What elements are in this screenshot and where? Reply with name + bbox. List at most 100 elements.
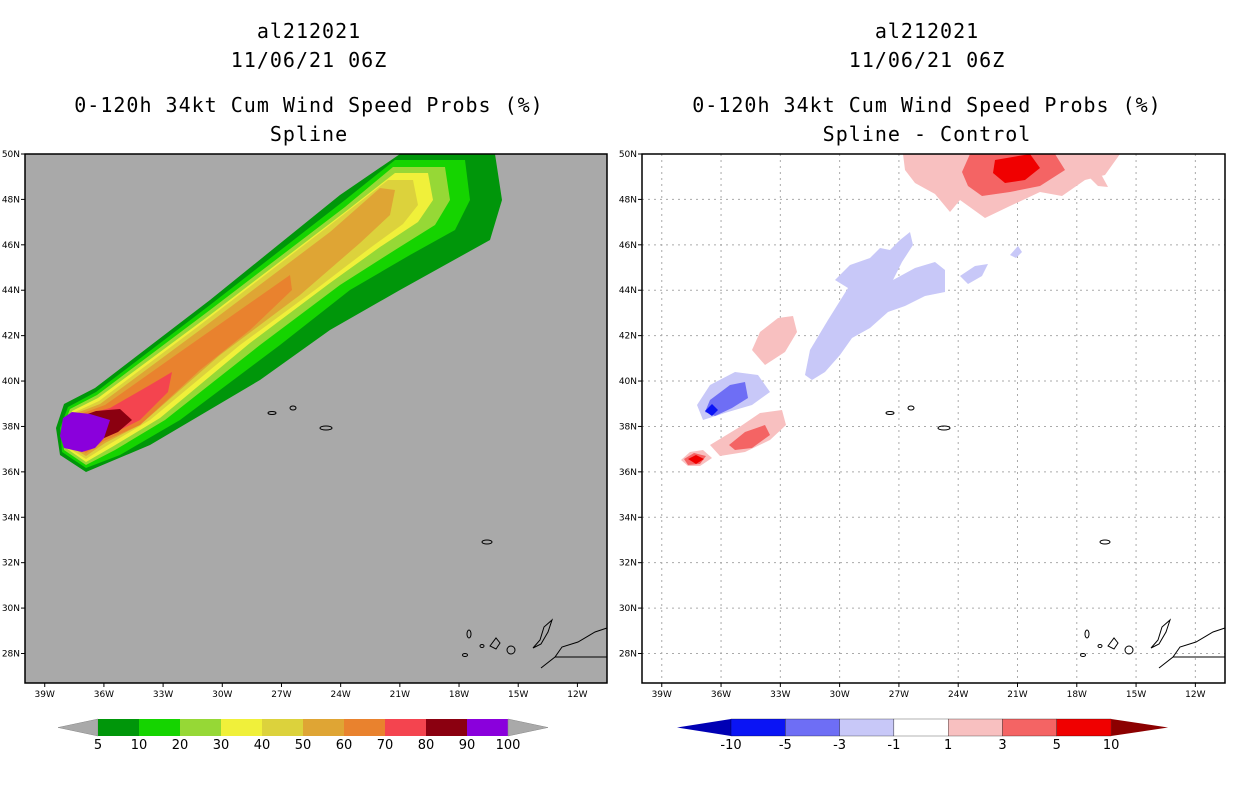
- colorbar-label: 80: [418, 738, 435, 753]
- colorbar-label: 50: [295, 738, 312, 753]
- y-tick-label: 44N: [619, 286, 637, 296]
- right-map-frame: [641, 153, 1226, 684]
- colorbar-swatch: [730, 718, 786, 737]
- y-tick-label: 46N: [619, 241, 637, 251]
- y-tick-label: 48N: [2, 195, 20, 205]
- right-panel-title: al212021 11/06/21 06Z 0-120h 34kt Cum Wi…: [618, 17, 1236, 149]
- diff-neg-blob-3: [1010, 246, 1022, 258]
- y-tick-label: 30N: [619, 604, 637, 614]
- diff-pos-blob-4: [729, 425, 770, 450]
- left-subtitle: Spline: [269, 122, 349, 146]
- right-map-panel: 39W 36W 33W 30W 27W 24W 21W 18W 15W 12W 50N 48N 46N…: [619, 150, 1226, 753]
- y-tick-label: 34N: [2, 513, 20, 523]
- colorbar-swatch: [180, 719, 221, 736]
- left-map-panel: 39W 36W 33W 30W 27W 24W 21W 18W 15W 12W 50N 48N 46N…: [2, 150, 608, 753]
- y-tick-label: 34N: [619, 513, 637, 523]
- left-title: 0-120h 34kt Cum Wind Speed Probs (%): [74, 93, 544, 117]
- left-colorbar: 5 10 20 30 40 50 60 70 80 90 100: [57, 718, 549, 753]
- y-tick-label: 50N: [2, 150, 20, 160]
- left-coastlines: [267, 405, 608, 669]
- y-tick-label: 32N: [619, 559, 637, 569]
- colorbar-swatch: [948, 718, 1003, 737]
- y-tick-label: 42N: [619, 332, 637, 342]
- x-tick-label: 24W: [948, 690, 968, 700]
- colorbar-swatch: [262, 719, 303, 736]
- right-subtitle: Spline - Control: [822, 122, 1032, 146]
- colorbar-low-arrow: [57, 718, 99, 737]
- y-tick-label: 44N: [2, 286, 20, 296]
- diff-pos-blob-6: [688, 455, 704, 464]
- y-tick-label: 32N: [2, 559, 20, 569]
- left-datetime: 11/06/21 06Z: [230, 48, 388, 72]
- colorbar-swatch: [839, 718, 895, 737]
- colorbar-label: 1: [944, 738, 952, 753]
- right-coastlines: [885, 405, 1226, 669]
- y-tick-label: 28N: [2, 649, 20, 659]
- x-tick-label: 21W: [1007, 690, 1027, 700]
- y-tick-label: 36N: [2, 468, 20, 478]
- x-tick-label: 33W: [770, 690, 790, 700]
- diff-neg-mid: [805, 232, 945, 380]
- colorbar-high-arrow: [507, 718, 549, 737]
- right-storm-id: al212021: [874, 19, 980, 43]
- x-tick-label: 12W: [567, 690, 587, 700]
- colorbar-label: 90: [459, 738, 476, 753]
- right-colorbar: -10 -5 -3 -1 1 3 5 10: [677, 718, 1169, 753]
- colorbar-label: 30: [213, 738, 230, 753]
- x-tick-label: 18W: [449, 690, 469, 700]
- x-tick-label: 27W: [271, 690, 291, 700]
- x-tick-label: 12W: [1185, 690, 1205, 700]
- y-tick-label: 36N: [619, 468, 637, 478]
- diff-neg-blob-6: [705, 404, 718, 416]
- right-difference-field: [681, 154, 1120, 466]
- right-map-background: [642, 154, 1225, 683]
- y-tick-label: 50N: [619, 150, 637, 160]
- y-tick-label: 30N: [2, 604, 20, 614]
- x-tick-label: 27W: [889, 690, 909, 700]
- left-map-frame: [24, 153, 608, 684]
- colorbar-label: 10: [131, 738, 148, 753]
- x-tick-label: 21W: [390, 690, 410, 700]
- colorbar-swatch: [893, 718, 949, 737]
- colorbar-label: 5: [1053, 738, 1061, 753]
- x-tick-label: 36W: [94, 690, 114, 700]
- colorbar-label: 10: [1103, 738, 1120, 753]
- x-tick-label: 33W: [153, 690, 173, 700]
- colorbar-swatch: [303, 719, 344, 736]
- colorbar-swatch: [98, 719, 139, 736]
- y-tick-label: 38N: [2, 422, 20, 432]
- colorbar-label: 5: [94, 738, 102, 753]
- right-title: 0-120h 34kt Cum Wind Speed Probs (%): [692, 93, 1162, 117]
- right-datetime: 11/06/21 06Z: [848, 48, 1006, 72]
- x-tick-label: 39W: [652, 690, 672, 700]
- y-tick-label: 28N: [619, 649, 637, 659]
- x-tick-label: 36W: [711, 690, 731, 700]
- x-tick-label: 39W: [35, 690, 55, 700]
- colorbar-swatch: [785, 718, 840, 737]
- diff-pos-north-small: [1090, 168, 1108, 187]
- colorbar-label: 20: [172, 738, 189, 753]
- x-tick-label: 30W: [212, 690, 232, 700]
- diff-neg-blob-5: [705, 382, 748, 416]
- colorbar-label: 100: [496, 738, 521, 753]
- x-tick-label: 30W: [829, 690, 849, 700]
- y-tick-label: 40N: [619, 377, 637, 387]
- y-tick-label: 48N: [619, 195, 637, 205]
- colorbar-label: 40: [254, 738, 271, 753]
- colorbar-swatch: [139, 719, 180, 736]
- y-tick-label: 40N: [2, 377, 20, 387]
- x-tick-label: 15W: [508, 690, 528, 700]
- colorbar-swatch: [1002, 718, 1057, 737]
- diff-pos-north-5: [993, 154, 1040, 183]
- colorbar-high-arrow: [1111, 719, 1169, 736]
- colorbar-swatch: [1056, 718, 1112, 737]
- colorbar-label: 70: [377, 738, 394, 753]
- colorbar-swatch: [385, 719, 426, 736]
- colorbar-swatch: [221, 719, 262, 736]
- colorbar-label: 60: [336, 738, 353, 753]
- x-tick-label: 18W: [1067, 690, 1087, 700]
- y-tick-label: 46N: [2, 241, 20, 251]
- diff-neg-blob-2: [960, 264, 988, 284]
- left-panel-title: al212021 11/06/21 06Z 0-120h 34kt Cum Wi…: [0, 17, 618, 149]
